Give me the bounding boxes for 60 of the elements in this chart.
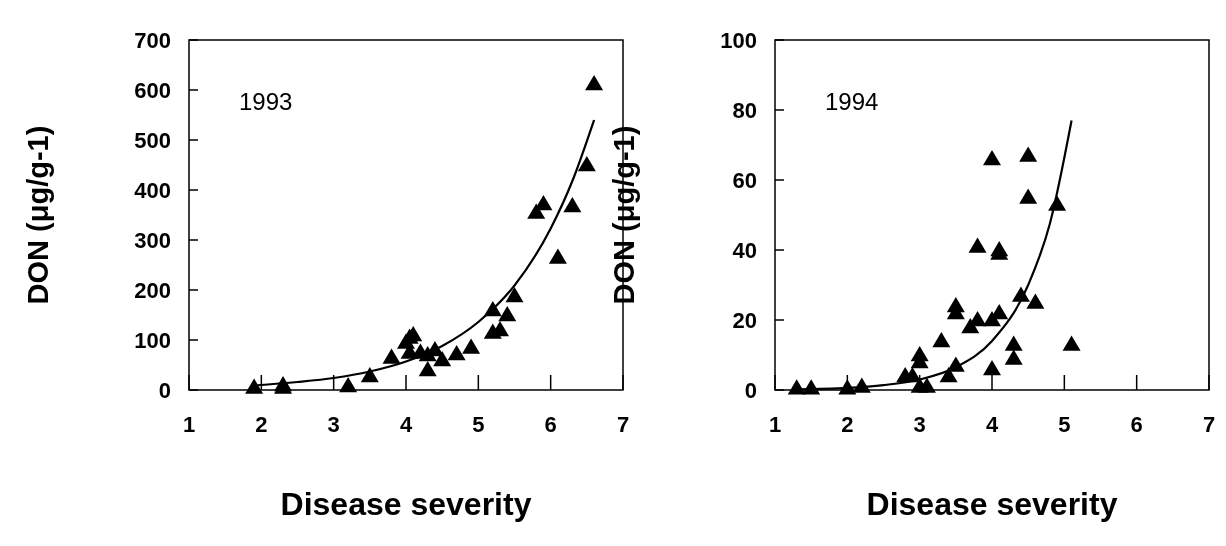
- y-axis-title: DON (μg/g-1): [22, 125, 54, 305]
- x-tick-label: 5: [472, 412, 485, 437]
- y-tick-label: 60: [732, 167, 757, 193]
- annotation: 1993: [239, 88, 293, 115]
- y-tick-label: 20: [732, 307, 757, 333]
- y-tick-label: 300: [134, 227, 171, 253]
- x-tick-label: 1: [182, 412, 196, 437]
- point: [577, 156, 596, 172]
- y-tick-label: 200: [134, 277, 171, 303]
- x-tick-label: 3: [913, 412, 926, 437]
- x-axis-title: Disease severity: [280, 486, 532, 522]
- y-tick-label: 80: [732, 97, 757, 123]
- point: [917, 377, 936, 393]
- x-tick-label: 2: [255, 412, 268, 437]
- y-tick-label: 600: [134, 77, 171, 103]
- point: [498, 306, 517, 322]
- x-tick-label: 5: [1058, 412, 1071, 437]
- point: [1026, 293, 1045, 309]
- y-tick-label: 500: [134, 127, 171, 153]
- point: [447, 345, 466, 361]
- x-tick-label: 4: [399, 412, 413, 437]
- x-tick-label: 7: [1202, 412, 1216, 437]
- x-tick-label: 6: [544, 412, 557, 437]
- point: [339, 377, 358, 393]
- x-axis-title: Disease severity: [866, 486, 1118, 522]
- y-tick-label: 0: [744, 377, 757, 403]
- y-tick-label: 0: [158, 377, 171, 403]
- y-tick-label: 400: [134, 177, 171, 203]
- point: [1019, 188, 1038, 204]
- y-tick-label: 40: [732, 237, 757, 263]
- x-tick-label: 6: [1130, 412, 1143, 437]
- point: [433, 351, 452, 367]
- y-tick-label: 700: [134, 27, 171, 53]
- point: [1019, 146, 1038, 162]
- point: [1004, 349, 1023, 365]
- point: [245, 378, 264, 394]
- point: [932, 332, 951, 348]
- point: [548, 248, 567, 264]
- point: [505, 287, 524, 303]
- y-tick-label: 100: [720, 27, 757, 53]
- point: [382, 348, 401, 364]
- x-tick-label: 3: [327, 412, 340, 437]
- point: [968, 237, 987, 253]
- x-tick-label: 2: [841, 412, 854, 437]
- x-tick-label: 4: [985, 412, 999, 437]
- point: [1004, 335, 1023, 351]
- x-tick-label: 1: [768, 412, 782, 437]
- point: [563, 197, 582, 213]
- point: [527, 203, 546, 219]
- point: [983, 150, 1001, 166]
- point: [787, 379, 806, 395]
- x-tick-label: 7: [616, 412, 630, 437]
- point: [462, 338, 481, 354]
- point: [585, 75, 604, 91]
- point: [418, 361, 437, 377]
- y-axis-title: DON (μg/g-1): [608, 125, 640, 305]
- y-tick-label: 100: [134, 327, 171, 353]
- point: [1062, 335, 1081, 351]
- annotation: 1994: [825, 88, 879, 115]
- point: [983, 360, 1001, 376]
